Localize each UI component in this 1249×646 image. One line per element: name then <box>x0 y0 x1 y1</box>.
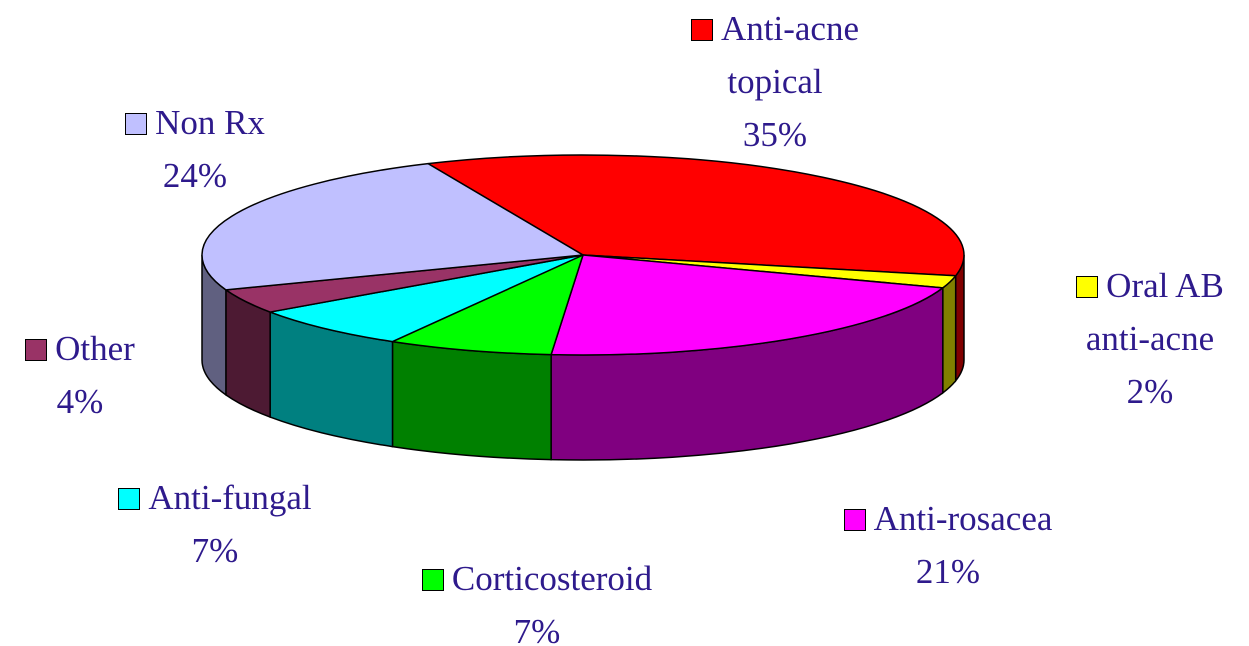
legend-swatch <box>1076 276 1099 298</box>
percent-label: 24% <box>162 156 228 195</box>
data-label: Corticosteroid 7% <box>387 552 687 646</box>
percent-label: 7% <box>191 531 239 570</box>
category-name: Anti-fungal <box>148 478 312 517</box>
pie-slice <box>391 254 584 356</box>
pie-slice <box>269 254 584 343</box>
legend-swatch <box>691 19 713 41</box>
pie-slice <box>427 154 965 277</box>
legend-swatch <box>25 339 48 361</box>
legend-entry: Other <box>0 322 160 375</box>
percent-label: 4% <box>56 382 104 421</box>
percent-label: 35% <box>742 115 808 154</box>
data-label: Anti-fungal 7% <box>85 471 345 577</box>
legend-swatch <box>125 113 148 135</box>
legend-entry: Oral AB anti-acne <box>1055 259 1245 365</box>
pie-sides <box>201 254 965 461</box>
category-name: Corticosteroid <box>451 559 653 598</box>
legend-swatch <box>843 509 866 531</box>
pie-slice <box>201 162 584 291</box>
category-name: Anti-acne topical <box>721 9 859 101</box>
category-name: Other <box>55 329 135 368</box>
percent-label: 21% <box>915 552 981 591</box>
data-label: Anti-rosacea 21% <box>818 492 1078 598</box>
data-label: Anti-acne topical 35% <box>665 2 885 161</box>
data-label: Non Rx 24% <box>95 96 295 202</box>
slice-side <box>391 340 552 461</box>
pie-slice <box>550 254 944 356</box>
legend-entry: Corticosteroid <box>387 552 687 605</box>
category-name: Oral AB anti-acne <box>1085 266 1224 358</box>
category-name: Non Rx <box>155 103 265 142</box>
legend-entry: Non Rx <box>95 96 295 149</box>
data-label: Oral AB anti-acne 2% <box>1055 259 1245 418</box>
legend-entry: Anti-acne topical <box>665 2 885 108</box>
legend-entry: Anti-fungal <box>85 471 345 524</box>
slice-side <box>942 273 957 395</box>
legend-swatch <box>118 488 141 510</box>
legend-swatch <box>421 569 444 591</box>
percent-label: 7% <box>513 612 561 646</box>
percent-label: 2% <box>1126 372 1174 411</box>
data-label: Other 4% <box>0 322 160 428</box>
category-name: Anti-rosacea <box>873 499 1053 538</box>
legend-entry: Anti-rosacea <box>818 492 1078 545</box>
